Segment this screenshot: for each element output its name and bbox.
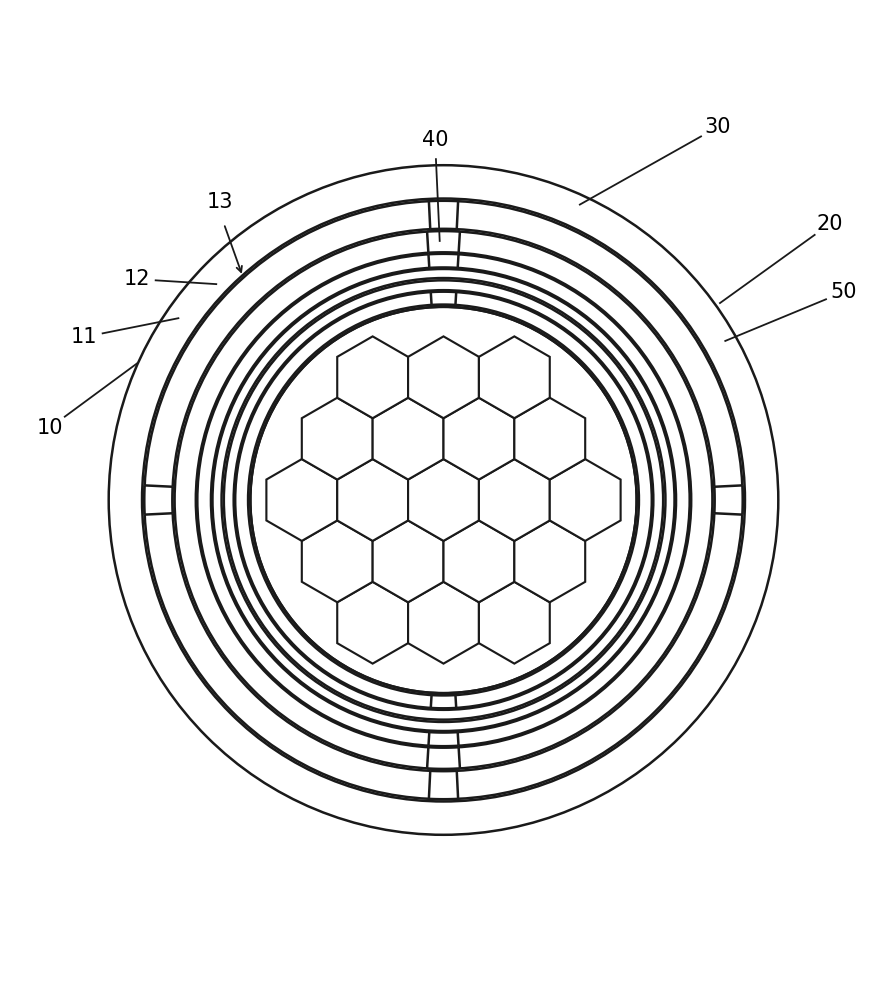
Polygon shape xyxy=(549,459,620,541)
Polygon shape xyxy=(428,732,458,746)
Text: 30: 30 xyxy=(703,117,730,137)
Polygon shape xyxy=(337,582,408,664)
Polygon shape xyxy=(301,398,372,480)
Polygon shape xyxy=(431,292,455,305)
Polygon shape xyxy=(478,459,549,541)
Text: 10: 10 xyxy=(36,418,63,438)
Polygon shape xyxy=(426,747,460,769)
Polygon shape xyxy=(408,582,478,664)
Polygon shape xyxy=(408,336,478,418)
Text: 40: 40 xyxy=(422,130,447,150)
Polygon shape xyxy=(713,485,742,515)
Circle shape xyxy=(250,307,636,693)
Polygon shape xyxy=(266,459,337,541)
Polygon shape xyxy=(443,520,514,602)
Polygon shape xyxy=(514,520,585,602)
Polygon shape xyxy=(337,459,408,541)
Polygon shape xyxy=(372,398,443,480)
Text: 50: 50 xyxy=(829,282,856,302)
Polygon shape xyxy=(301,520,372,602)
Polygon shape xyxy=(408,459,478,541)
Polygon shape xyxy=(478,336,549,418)
Polygon shape xyxy=(478,582,549,664)
Text: 12: 12 xyxy=(123,269,150,289)
Polygon shape xyxy=(429,771,457,799)
Polygon shape xyxy=(429,201,457,229)
Polygon shape xyxy=(144,485,173,515)
Polygon shape xyxy=(431,695,455,708)
Polygon shape xyxy=(514,398,585,480)
Polygon shape xyxy=(372,520,443,602)
Text: 11: 11 xyxy=(71,327,97,347)
Polygon shape xyxy=(426,231,460,253)
Text: 13: 13 xyxy=(206,192,233,212)
Text: 20: 20 xyxy=(816,214,843,234)
Polygon shape xyxy=(443,398,514,480)
Polygon shape xyxy=(337,336,408,418)
Polygon shape xyxy=(428,254,458,268)
